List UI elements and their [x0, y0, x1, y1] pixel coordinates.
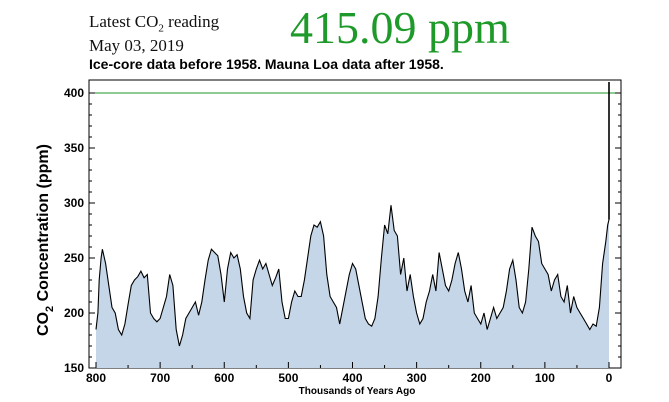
- reading-date: May 03, 2019: [89, 36, 184, 55]
- latest-reading-value: 415.09 ppm: [290, 2, 510, 53]
- y-axis-title: CO2 Concentration (ppm): [35, 144, 56, 336]
- latest-reading-label: Latest CO2 reading: [89, 12, 219, 34]
- x-axis-title: Thousands of Years Ago: [299, 386, 416, 397]
- y-tick-label-200: 200: [64, 306, 84, 320]
- co2-area-fill: [96, 205, 609, 368]
- plot-area: 150 200 250 300 350 400 800 700 600 500 400 300 200 1…: [64, 79, 622, 385]
- x-tick-label-0: 0: [606, 371, 613, 385]
- latest-prefix: Latest CO: [89, 12, 159, 31]
- y-tick-label-400: 400: [64, 86, 84, 100]
- chart-subtitle: Ice-core data before 1958. Mauna Loa dat…: [89, 56, 444, 72]
- x-tick-label-600: 600: [214, 371, 234, 385]
- y-tick-label-300: 300: [64, 196, 84, 210]
- y-tick-label-150: 150: [64, 361, 84, 375]
- y-tick-label-250: 250: [64, 251, 84, 265]
- x-tick-label-300: 300: [407, 371, 427, 385]
- latest-sub: 2: [158, 22, 164, 35]
- x-tick-label-400: 400: [342, 371, 362, 385]
- x-tick-label-700: 700: [150, 371, 170, 385]
- y-tick-label-350: 350: [64, 141, 84, 155]
- co2-series-line: [95, 205, 610, 347]
- latest-suffix: reading: [163, 12, 220, 31]
- x-tick-label-800: 800: [86, 371, 106, 385]
- x-tick-label-200: 200: [471, 371, 491, 385]
- x-tick-label-100: 100: [535, 371, 555, 385]
- x-tick-label-500: 500: [278, 371, 298, 385]
